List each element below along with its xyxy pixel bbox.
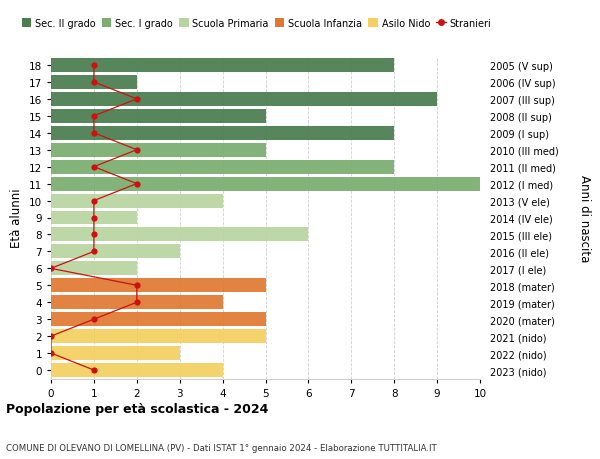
Text: Popolazione per età scolastica - 2024: Popolazione per età scolastica - 2024 [6, 403, 268, 415]
Bar [51, 245, 180, 259]
Bar [51, 160, 394, 174]
Bar [51, 76, 137, 90]
Bar [51, 194, 223, 208]
Bar [51, 296, 223, 309]
Bar [51, 262, 137, 276]
Bar [51, 211, 137, 225]
Bar [51, 93, 437, 106]
Text: COMUNE DI OLEVANO DI LOMELLINA (PV) - Dati ISTAT 1° gennaio 2024 - Elaborazione : COMUNE DI OLEVANO DI LOMELLINA (PV) - Da… [6, 443, 437, 452]
Bar [51, 144, 266, 157]
Bar [51, 330, 266, 343]
Legend: Sec. II grado, Sec. I grado, Scuola Primaria, Scuola Infanzia, Asilo Nido, Stran: Sec. II grado, Sec. I grado, Scuola Prim… [22, 19, 491, 29]
Bar [51, 363, 223, 377]
Bar [51, 347, 180, 360]
Bar [51, 127, 394, 140]
Y-axis label: Età alunni: Età alunni [10, 188, 23, 248]
Bar [51, 177, 480, 191]
Bar [51, 228, 308, 242]
Bar [51, 313, 266, 326]
Bar [51, 110, 266, 123]
Bar [51, 59, 394, 73]
Bar [51, 279, 266, 292]
Y-axis label: Anni di nascita: Anni di nascita [578, 174, 591, 262]
